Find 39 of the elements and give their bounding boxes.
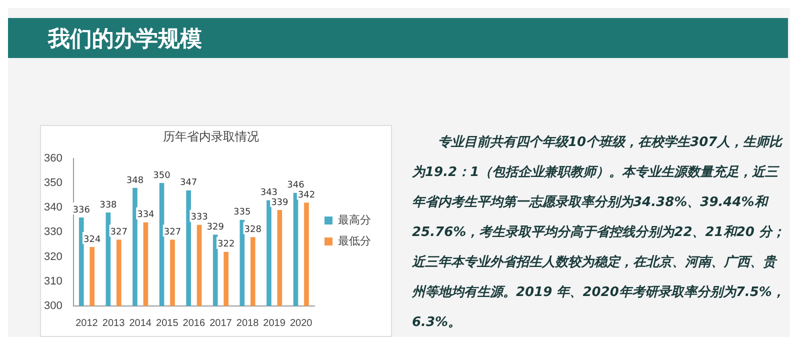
- legend-label: 最高分: [338, 214, 371, 227]
- y-tick-label: 320: [44, 250, 62, 263]
- data-label: 350: [153, 170, 171, 181]
- text: 专业目前共有四个年级10个班级，在校学生307人，生师比为19.2：1（包括企业兼职教师）。本专业生源数量充足，近三年省内考生平均第一志愿录取率分别为34.38%、39.44%和25.76%，考生录取平均分高于省控线分别为22、21和20 分；近三年本专业外省招生人数较为稳定，在北京、河南、广西、贵州等地均有生源。2019 年、2020年考研录取率分别为7.5%，6.3%。: [412, 134, 786, 332]
- x-tick-label: 2020: [290, 318, 313, 329]
- legend-label: 最低分: [338, 236, 371, 248]
- data-label: 338: [100, 200, 118, 210]
- data-label: 339: [271, 198, 289, 208]
- x-tick-label: 2019: [263, 318, 286, 329]
- y-tick-label: 350: [44, 177, 62, 190]
- y-tick-label: 300: [44, 300, 62, 312]
- x-tick-label: 2017: [210, 318, 232, 329]
- data-label: 327: [164, 227, 182, 238]
- data-label: 348: [126, 176, 144, 186]
- x-tick-label: 2016: [182, 318, 206, 329]
- y-tick-label: 310: [44, 275, 62, 288]
- data-label: 322: [217, 240, 235, 250]
- data-label: 333: [190, 212, 208, 223]
- data-label: 328: [244, 224, 262, 235]
- y-tick-label: 360: [44, 152, 62, 164]
- x-tick-label: 2014: [129, 318, 152, 329]
- x-tick-label: 2018: [236, 318, 260, 329]
- data-label: 347: [180, 178, 198, 188]
- data-label: 342: [298, 190, 316, 201]
- text: 我们的办学规模: [48, 26, 202, 54]
- x-tick-label: 2012: [76, 318, 98, 329]
- data-label: 324: [84, 234, 101, 245]
- chart-title: 历年省内录取情况: [163, 129, 259, 144]
- data-label: 346: [287, 180, 305, 191]
- data-label: 343: [260, 188, 278, 198]
- data-label: 335: [234, 208, 251, 218]
- data-label: 327: [110, 227, 128, 238]
- x-tick-label: 2015: [156, 318, 179, 329]
- y-tick-label: 330: [44, 226, 62, 238]
- data-label: 329: [206, 222, 224, 233]
- data-label: 336: [72, 205, 90, 216]
- y-tick-label: 340: [44, 202, 62, 214]
- data-label: 334: [137, 210, 155, 220]
- x-tick-label: 2013: [102, 318, 126, 329]
